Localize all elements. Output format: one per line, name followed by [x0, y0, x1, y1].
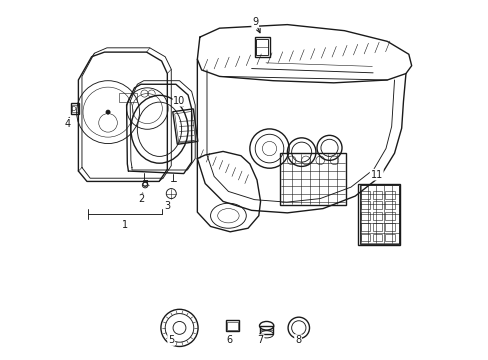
Bar	[385, 202, 394, 209]
Bar	[360, 223, 369, 231]
Text: 11: 11	[370, 170, 382, 180]
Text: 5: 5	[168, 335, 174, 345]
Text: 1: 1	[122, 220, 128, 230]
Bar	[372, 212, 382, 220]
Bar	[172, 109, 198, 144]
Bar	[226, 322, 237, 330]
Text: 3: 3	[164, 202, 170, 211]
Text: 4: 4	[64, 118, 71, 129]
Bar	[372, 223, 382, 231]
Bar	[360, 234, 369, 242]
Bar	[280, 153, 346, 205]
Bar	[255, 39, 267, 55]
Bar	[385, 223, 394, 231]
Text: 9: 9	[252, 17, 258, 27]
Bar	[360, 191, 369, 199]
Bar	[372, 202, 382, 209]
Bar	[70, 103, 79, 113]
Bar	[119, 93, 137, 102]
Bar	[372, 234, 382, 242]
Bar	[385, 234, 394, 242]
Text: 2: 2	[138, 194, 144, 204]
Bar	[360, 202, 369, 209]
Text: 7: 7	[257, 335, 263, 345]
Bar	[385, 212, 394, 220]
Bar	[254, 37, 269, 57]
Bar	[259, 326, 273, 334]
Bar	[359, 185, 398, 244]
Bar	[174, 112, 195, 143]
Bar	[225, 320, 239, 332]
Bar	[71, 105, 78, 112]
Text: 6: 6	[226, 335, 232, 345]
Circle shape	[106, 110, 110, 114]
Bar	[385, 191, 394, 199]
Bar	[360, 212, 369, 220]
Text: 8: 8	[294, 335, 301, 345]
Bar	[357, 184, 400, 245]
Text: 10: 10	[173, 96, 185, 106]
Bar	[372, 191, 382, 199]
